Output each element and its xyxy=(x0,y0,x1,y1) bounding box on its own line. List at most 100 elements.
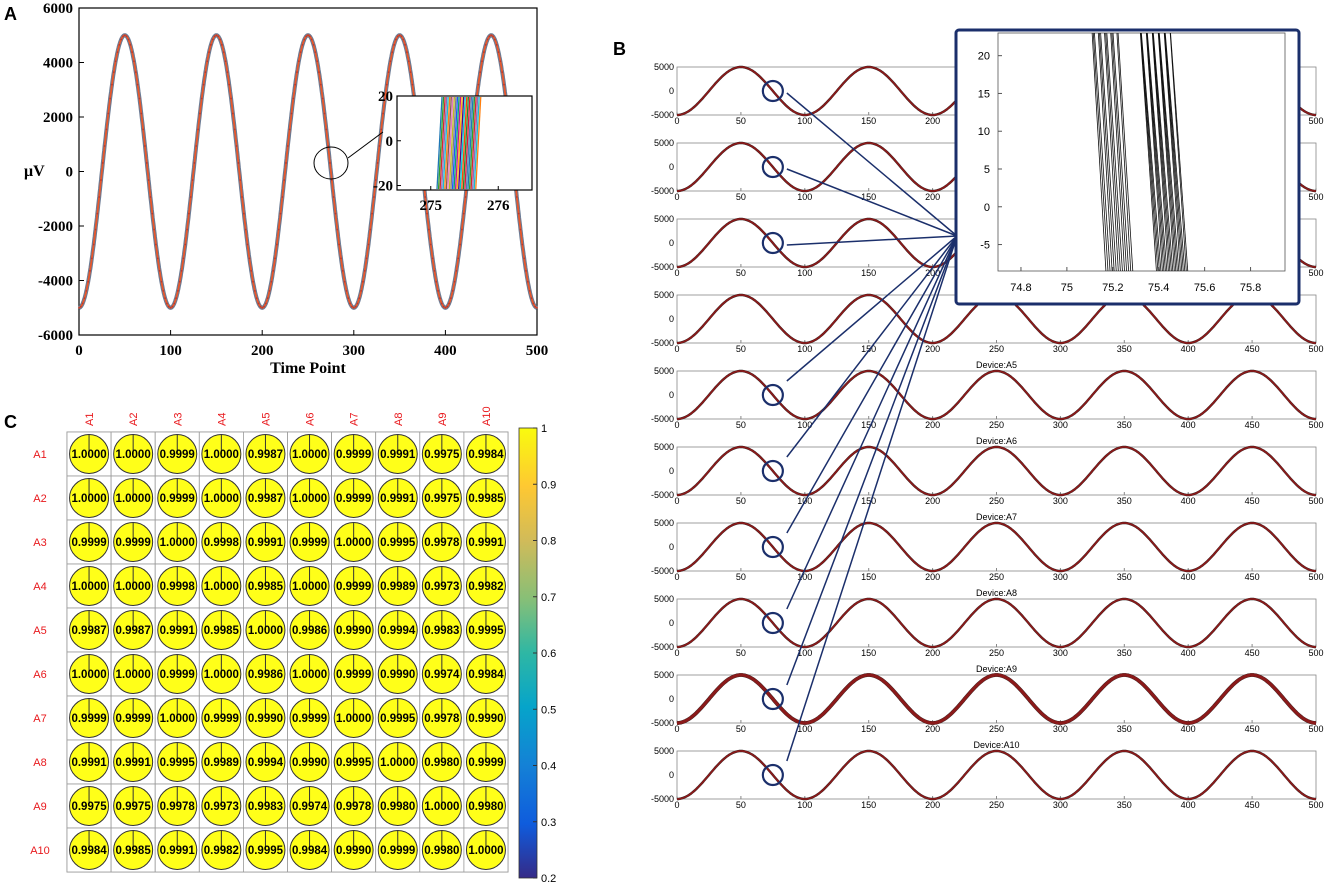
correlation-value: 0.9975 xyxy=(424,493,460,505)
signal-marker xyxy=(396,35,399,38)
matrix-cell: 0.9984 xyxy=(463,431,509,477)
signal-marker xyxy=(356,302,359,305)
row-label: A9 xyxy=(33,801,46,813)
correlation-value: 1.0000 xyxy=(336,713,371,725)
matrix-cell: 1.0000 xyxy=(198,475,244,521)
matrix-cell: 0.9978 xyxy=(154,783,200,829)
zoom-ellipse-a xyxy=(313,146,349,180)
signal-marker xyxy=(338,243,341,246)
signal-marker xyxy=(310,38,313,41)
matrix-cell: 0.9990 xyxy=(375,651,421,697)
matrix-cell: 0.9980 xyxy=(463,783,509,829)
correlation-value: 1.0000 xyxy=(292,669,327,681)
column-label: A10 xyxy=(481,406,493,426)
subplot-y-tick-label: 5000 xyxy=(654,670,674,680)
signal-marker xyxy=(323,112,326,115)
zoom-circle xyxy=(761,611,784,635)
matrix-cell: 0.9987 xyxy=(66,607,112,653)
matrix-cell: 1.0000 xyxy=(110,431,156,477)
correlation-value: 0.9991 xyxy=(71,757,107,769)
signal-marker xyxy=(462,212,465,215)
subplot-y-tick-label: 5000 xyxy=(654,138,674,148)
matrix-cell: 1.0000 xyxy=(287,563,332,609)
correlation-value: 0.9975 xyxy=(116,801,152,813)
correlation-value: 1.0000 xyxy=(380,757,415,769)
correlation-value: 0.9984 xyxy=(71,845,107,857)
subplot-y-tick-label: -5000 xyxy=(651,338,674,348)
inset-y-tick-label-a: 0 xyxy=(386,134,394,150)
subplot-y-tick-label: 5000 xyxy=(654,214,674,224)
row-label: A5 xyxy=(33,625,46,637)
signal-marker xyxy=(440,302,443,305)
signal-marker xyxy=(277,228,280,231)
inset-trace-b xyxy=(1110,32,1125,272)
correlation-value: 0.9999 xyxy=(204,713,239,725)
matrix-cell: 0.9982 xyxy=(463,563,509,609)
signal-marker xyxy=(336,228,339,231)
correlation-value: 0.9991 xyxy=(468,537,504,549)
signal-marker xyxy=(134,71,137,74)
column-label: A2 xyxy=(128,413,140,426)
matrix-cell: 0.9991 xyxy=(242,519,288,565)
signal-marker xyxy=(330,179,333,181)
signal-marker xyxy=(351,305,353,308)
correlation-value: 1.0000 xyxy=(71,669,106,681)
subplot-y-tick-label: 5000 xyxy=(654,62,674,72)
inset-trace-b xyxy=(1146,32,1168,272)
matrix-cell: 1.0000 xyxy=(242,607,288,653)
signal-marker xyxy=(424,196,427,198)
zoom-circle xyxy=(761,459,784,483)
correlation-value: 0.9999 xyxy=(468,757,503,769)
signal-marker xyxy=(380,128,383,131)
inset-trace-a xyxy=(462,96,469,190)
matrix-cell: 0.9999 xyxy=(287,695,332,741)
inset-trace-a xyxy=(465,96,473,190)
subplot-x-tick-label: 200 xyxy=(925,268,940,278)
signal-marker xyxy=(180,269,183,272)
zoom-circle xyxy=(761,383,784,407)
inset-trace-a xyxy=(470,96,477,190)
matrix-cell: 0.9990 xyxy=(331,607,377,653)
subplot-x-tick-label: 0 xyxy=(674,192,679,202)
inset-x-tick-label-b: 74.8 xyxy=(1010,282,1031,294)
signal-marker xyxy=(235,145,238,147)
subplot-x-tick-label: 350 xyxy=(1117,420,1132,430)
correlation-value: 1.0000 xyxy=(204,493,239,505)
inset-x-tick-label-b: 75 xyxy=(1061,282,1073,294)
correlation-value: 1.0000 xyxy=(204,449,239,461)
zoom-circle xyxy=(761,763,784,787)
x-tick-label-a: 300 xyxy=(343,343,366,359)
matrix-cell: 0.9980 xyxy=(419,739,465,785)
subplot-x-tick-label: 500 xyxy=(1308,344,1323,354)
correlation-value: 0.9991 xyxy=(380,493,416,505)
subplot-x-tick-label: 50 xyxy=(736,344,746,354)
panel-b: B50000-500005010015020025030035040045050… xyxy=(613,28,1324,810)
inset-y-tick-label-b: -5 xyxy=(980,240,990,252)
matrix-cell: 0.9986 xyxy=(242,651,288,697)
signal-marker xyxy=(299,51,302,54)
correlation-value: 0.9974 xyxy=(424,669,460,681)
signal-marker xyxy=(103,145,106,147)
row-label: A4 xyxy=(33,581,46,593)
signal-marker xyxy=(213,35,216,38)
signal-marker xyxy=(312,43,315,46)
zoom-connector-b xyxy=(786,235,958,762)
signal-marker xyxy=(391,51,394,54)
subplot-x-tick-label: 500 xyxy=(1308,648,1323,658)
correlation-value: 0.9999 xyxy=(336,493,371,505)
signal-marker xyxy=(429,243,432,246)
matrix-cell: 0.9991 xyxy=(375,431,421,477)
subplot-x-tick-label: 250 xyxy=(989,724,1004,734)
signal-marker xyxy=(105,128,108,131)
device-title: Device:A9 xyxy=(976,664,1017,674)
signal-marker xyxy=(453,280,456,283)
subplot-x-tick-label: 450 xyxy=(1245,800,1260,810)
signal-marker xyxy=(486,38,489,41)
signal-marker xyxy=(78,306,80,309)
inset-x-tick-label-a: 275 xyxy=(420,198,443,214)
correlation-value: 1.0000 xyxy=(204,581,239,593)
inset-trace-b xyxy=(1097,32,1113,272)
subplot-x-tick-label: 150 xyxy=(861,800,876,810)
